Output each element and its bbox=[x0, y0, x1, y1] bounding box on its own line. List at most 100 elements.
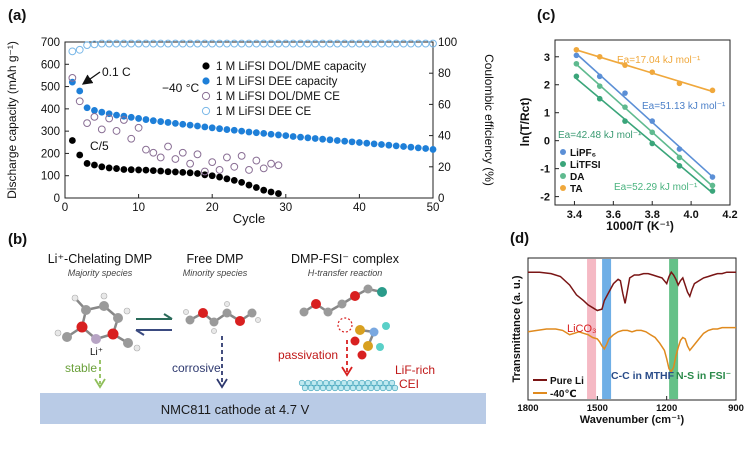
cei-particle bbox=[382, 379, 390, 387]
legend-label-da: DA bbox=[570, 172, 584, 183]
series-2 bbox=[573, 60, 716, 189]
data-point bbox=[208, 39, 217, 48]
panel-d-label: (d) bbox=[510, 230, 529, 247]
x-tick-label: 0 bbox=[62, 202, 68, 214]
data-point bbox=[421, 39, 430, 48]
corrosion-pit bbox=[229, 389, 234, 393]
data-point bbox=[142, 166, 150, 174]
chelating-dmp-atoms bbox=[54, 292, 141, 352]
cei-particle bbox=[334, 379, 342, 387]
data-point bbox=[363, 139, 371, 147]
x-tick-label: 50 bbox=[427, 202, 440, 214]
data-point bbox=[186, 121, 194, 129]
data-point bbox=[252, 39, 261, 48]
data-point bbox=[120, 166, 128, 173]
species-title-dmp-fsi-complex: DMP-FSI⁻ complex bbox=[291, 252, 400, 266]
cei-particle bbox=[298, 379, 306, 387]
x-tick-label: 3.6 bbox=[606, 209, 621, 221]
y-tick-label: 100 bbox=[41, 171, 60, 183]
data-point bbox=[105, 164, 113, 172]
cei-layer bbox=[298, 379, 399, 392]
data-point bbox=[622, 104, 628, 110]
y-tick-label: 200 bbox=[41, 148, 60, 160]
data-point bbox=[75, 97, 84, 106]
x-tick-label: 1500 bbox=[587, 403, 608, 414]
y2-tick-label: 40 bbox=[438, 131, 451, 143]
y-tick-label: 600 bbox=[41, 59, 60, 71]
legend-label-dol-dme-ce: 1 M LiFSI DOL/DME CE bbox=[216, 91, 340, 103]
data-point bbox=[267, 188, 275, 196]
data-point bbox=[105, 39, 114, 48]
data-point bbox=[193, 39, 202, 48]
cei-particle bbox=[373, 384, 381, 392]
lithium-ion-label: Li⁺ bbox=[90, 347, 103, 358]
panel-d-spectra bbox=[527, 270, 736, 373]
data-point bbox=[68, 137, 76, 144]
panel-c-points bbox=[573, 46, 716, 194]
panel-c-label: (c) bbox=[537, 7, 555, 24]
data-point bbox=[429, 146, 437, 153]
panel-a-capacity-chart: (a) 0 10 20 30 40 500100200300400500600700020… bbox=[5, 7, 496, 226]
species-title-free-dmp: Free DMP bbox=[187, 252, 244, 266]
cei-particle bbox=[349, 384, 357, 392]
data-point bbox=[245, 166, 253, 174]
panel-a-annotation-rate-0-1C: 0.1 C bbox=[102, 65, 131, 79]
cathode-slab bbox=[40, 393, 486, 424]
nitrogen-atom bbox=[369, 327, 379, 337]
cei-particle bbox=[316, 379, 324, 387]
panel-c-annotation-lipf6: Ea=51.13 kJ mol⁻¹ bbox=[642, 101, 726, 112]
spectrum-1 bbox=[527, 326, 736, 373]
panel-c-annotation-litfsi: Ea=42.48 kJ mol⁻¹ bbox=[558, 130, 642, 141]
data-point bbox=[311, 135, 319, 142]
data-point bbox=[245, 128, 253, 136]
data-point bbox=[172, 119, 179, 127]
panel-d-xlabel: Wavenumber (cm⁻¹) bbox=[580, 414, 685, 426]
data-point bbox=[91, 161, 98, 169]
data-point bbox=[157, 167, 165, 175]
data-point bbox=[355, 39, 364, 48]
data-point bbox=[194, 170, 201, 177]
panel-a-ticks: 0 10 20 30 40 5001002003004005006007000204060… bbox=[41, 37, 457, 214]
data-point bbox=[186, 159, 195, 168]
data-point bbox=[83, 41, 91, 50]
panel-c-ylabel: ln(T/Rct) bbox=[518, 98, 532, 147]
panel-a-points bbox=[68, 39, 437, 197]
cei-particle bbox=[385, 384, 393, 392]
data-point bbox=[223, 153, 231, 162]
species-subtitle-dmp-fsi-complex: H-transfer reaction bbox=[308, 268, 383, 278]
series-1 bbox=[68, 78, 437, 153]
data-point bbox=[230, 162, 239, 171]
y2-tick-label: 60 bbox=[438, 99, 451, 111]
data-point bbox=[164, 142, 172, 151]
data-point bbox=[252, 156, 261, 165]
series-0 bbox=[68, 137, 282, 197]
y-tick-label: 400 bbox=[41, 104, 60, 116]
legend-label-dee-capacity: 1 M LiFSI DEE capacity bbox=[216, 76, 338, 88]
data-point bbox=[260, 129, 268, 137]
cei-particle bbox=[370, 379, 378, 387]
free-dmp-atoms bbox=[183, 301, 261, 334]
data-point bbox=[709, 188, 716, 194]
data-point bbox=[223, 175, 231, 183]
data-point bbox=[237, 39, 246, 48]
y-tick-label: 0 bbox=[54, 193, 60, 205]
panel-c-annotation-ta: Ea=17.04 kJ mol⁻¹ bbox=[617, 55, 701, 66]
data-point bbox=[113, 165, 120, 172]
data-point bbox=[230, 176, 238, 184]
spectrum-0 bbox=[528, 270, 736, 312]
data-point bbox=[245, 181, 253, 189]
data-point bbox=[303, 39, 312, 48]
data-point bbox=[267, 159, 275, 168]
cei-particle bbox=[325, 384, 333, 392]
oxygen-atom bbox=[235, 316, 245, 326]
data-point bbox=[709, 174, 716, 180]
y2-tick-label: 80 bbox=[438, 68, 451, 80]
lithium-ion bbox=[91, 334, 101, 344]
data-point bbox=[676, 80, 683, 87]
oxygen-atom bbox=[311, 299, 321, 309]
data-point bbox=[275, 131, 282, 139]
data-point bbox=[127, 134, 136, 143]
data-point bbox=[378, 141, 385, 148]
data-point bbox=[259, 39, 268, 48]
data-point bbox=[98, 163, 106, 171]
